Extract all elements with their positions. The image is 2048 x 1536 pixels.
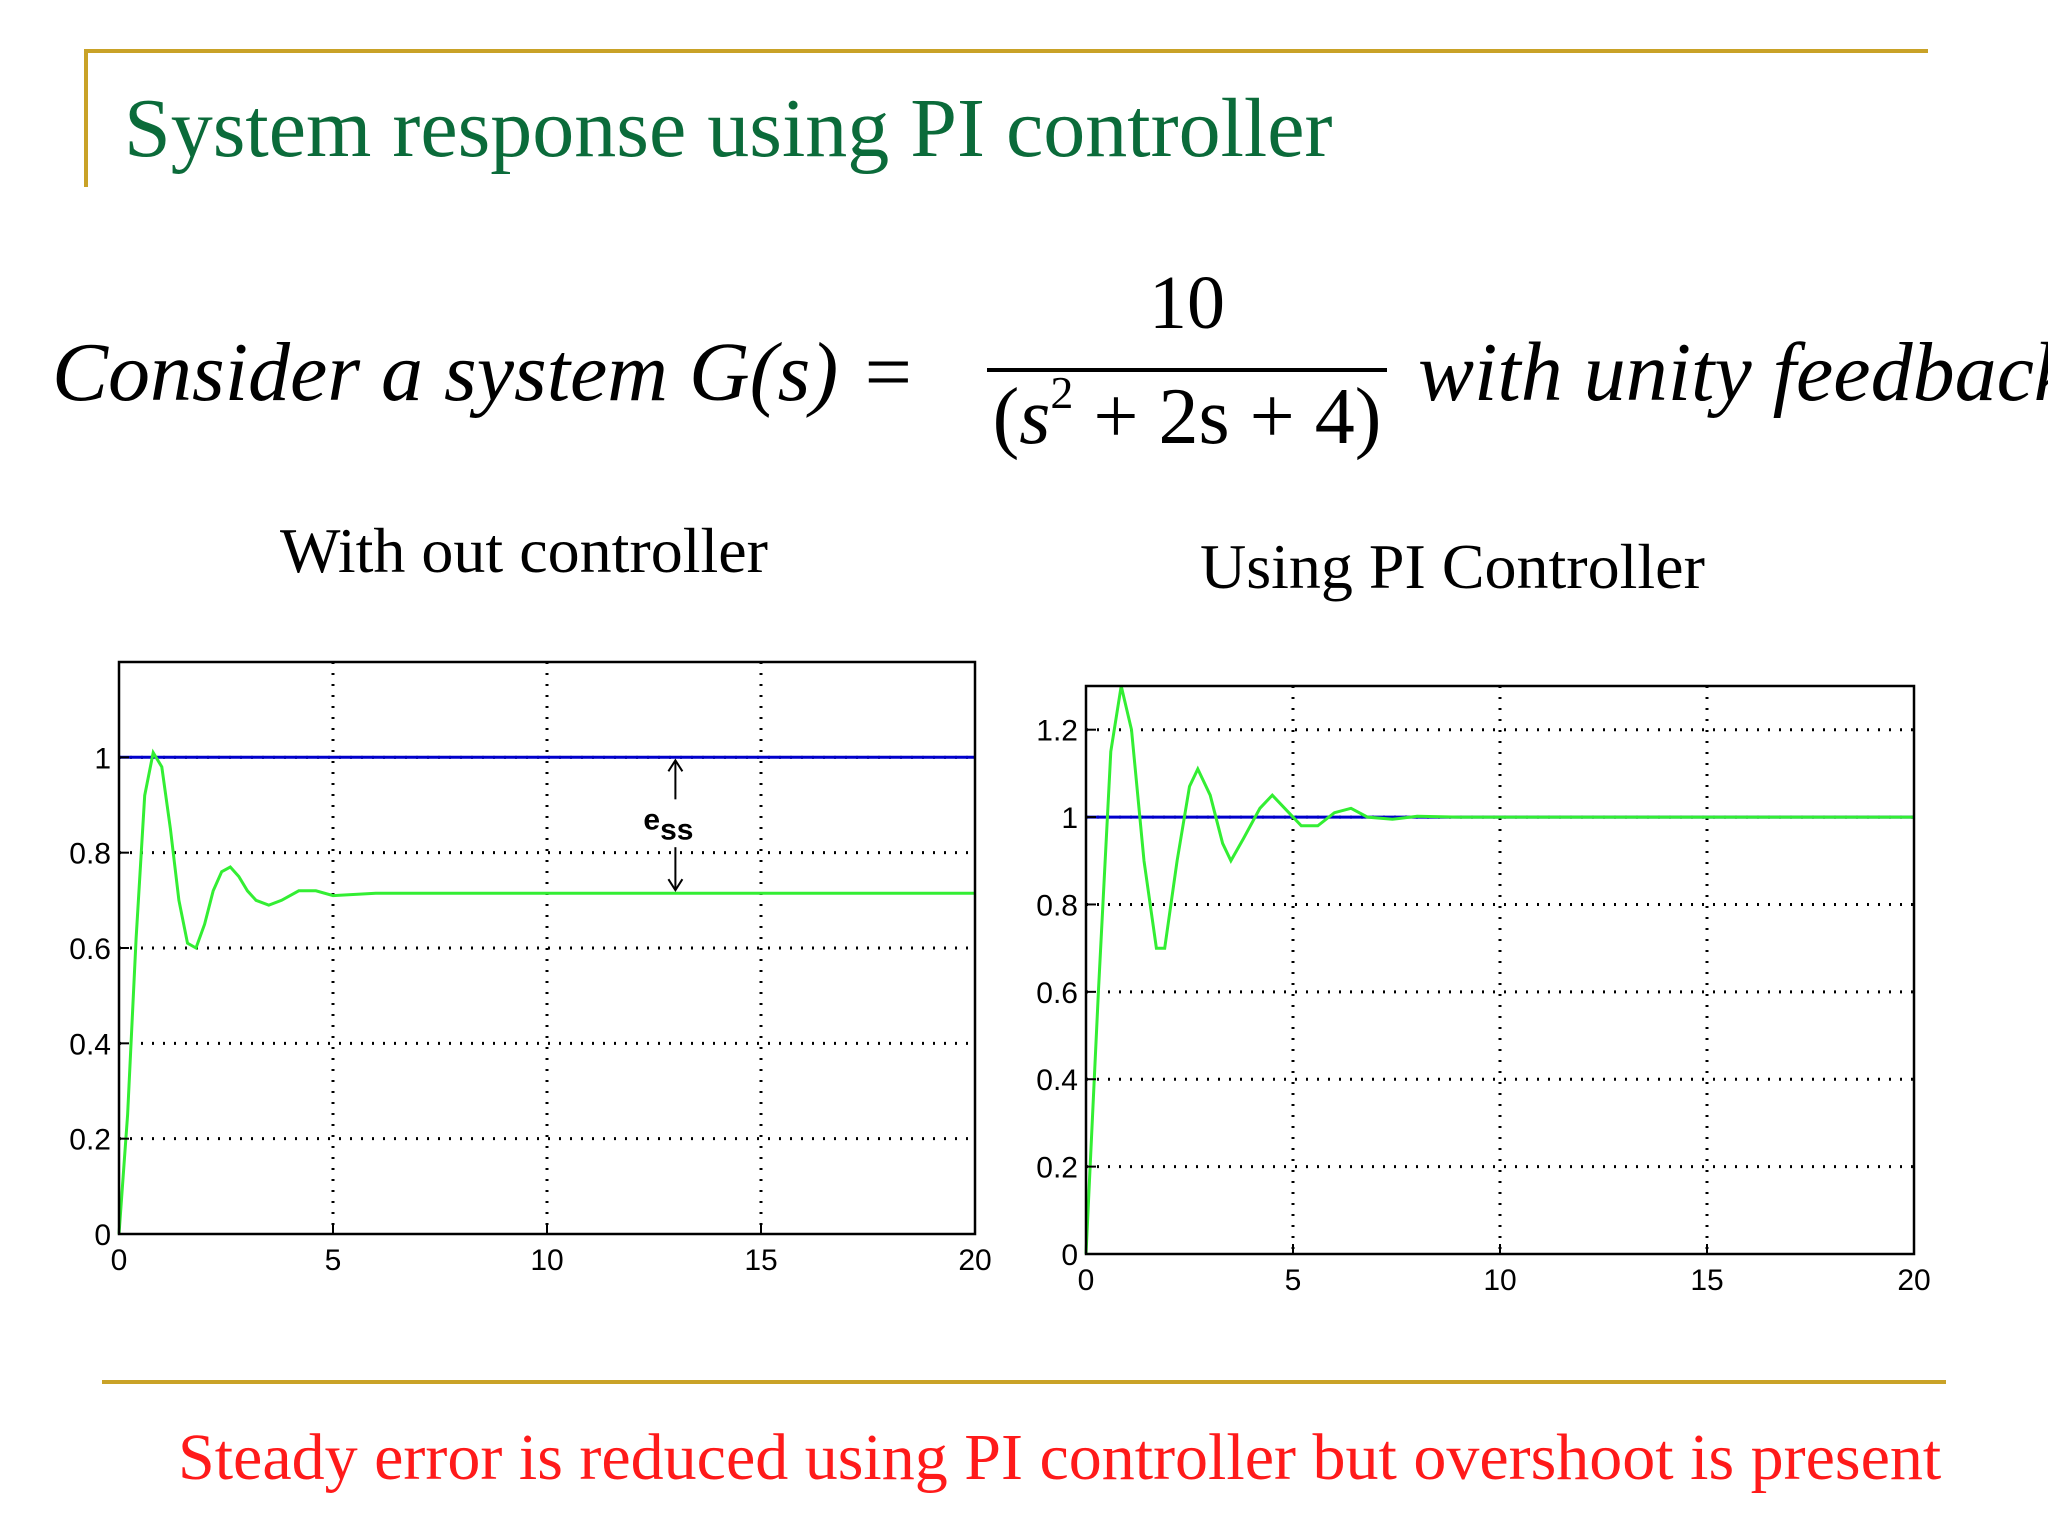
y-tick-label: 0.4 — [69, 1028, 111, 1061]
chart-pi-controller: 0 5 10 15 20 0 0.2 0.4 0.6 0.8 1 1.2 — [1036, 684, 1931, 1297]
response-line — [1084, 685, 1914, 1255]
x-tick-label: 5 — [325, 1244, 342, 1277]
ess-label: ess — [643, 803, 693, 846]
title-rule — [84, 49, 1928, 53]
fraction-denominator: (s2 + 2s + 4) — [992, 367, 1382, 461]
y-tick-label: 0.2 — [1036, 1152, 1078, 1185]
ess-arrowhead-bottom — [667, 878, 684, 893]
y-tick-label: 1.2 — [1036, 715, 1078, 748]
x-tick-label: 10 — [530, 1244, 563, 1277]
denominator-variable: s — [1019, 373, 1051, 461]
equation-rhs: with unity feedback — [1418, 326, 2048, 419]
plot-frame — [1084, 684, 1916, 1256]
title-side-rule — [84, 49, 88, 187]
y-tick-label: 0.6 — [69, 933, 111, 966]
x-tick-label: 0 — [111, 1244, 128, 1277]
x-tick-label: 5 — [1285, 1264, 1302, 1297]
ess-label-main: e — [643, 803, 660, 836]
y-tick-label: 1 — [94, 742, 111, 775]
y-tick-label: 1 — [1061, 802, 1078, 835]
chart-without-controller: 0 5 10 15 20 0 0.2 0.4 0.6 0.8 1 ess — [69, 660, 992, 1277]
y-tick-label: 0.6 — [1036, 977, 1078, 1010]
y-tick-label: 0 — [1061, 1239, 1078, 1272]
denominator-rest: + 2s + 4 — [1073, 373, 1355, 461]
ess-label-sub: ss — [660, 813, 693, 846]
plot-title-without-controller: With out controller — [280, 515, 768, 586]
x-tick-label: 15 — [1690, 1264, 1723, 1297]
equation-lhs: Consider a system G(s) = — [52, 326, 916, 419]
x-tick-label: 20 — [1897, 1264, 1930, 1297]
y-tick-label: 0 — [94, 1219, 111, 1252]
x-tick-label: 10 — [1483, 1264, 1516, 1297]
fraction-numerator: 10 — [1149, 261, 1225, 345]
denominator-exponent: 2 — [1050, 367, 1074, 418]
y-tick-label: 0.4 — [1036, 1064, 1078, 1097]
response-line — [117, 748, 975, 1235]
plot-title-pi-controller: Using PI Controller — [1200, 531, 1705, 602]
x-tick-label: 0 — [1078, 1264, 1095, 1297]
y-tick-label: 0.2 — [69, 1124, 111, 1157]
fraction-bar — [987, 368, 1387, 372]
x-tick-label: 20 — [958, 1244, 991, 1277]
x-tick-label: 15 — [744, 1244, 777, 1277]
ess-arrowhead-top — [667, 758, 684, 772]
slide-title: System response using PI controller — [124, 82, 1333, 175]
bottom-rule — [102, 1380, 1946, 1384]
y-tick-label: 0.8 — [69, 838, 111, 871]
conclusion-text: Steady error is reduced using PI control… — [178, 1421, 1942, 1494]
transfer-function-equation: Consider a system G(s) = 10 (s2 + 2s + 4… — [52, 261, 2048, 472]
y-tick-label: 0.8 — [1036, 889, 1078, 922]
